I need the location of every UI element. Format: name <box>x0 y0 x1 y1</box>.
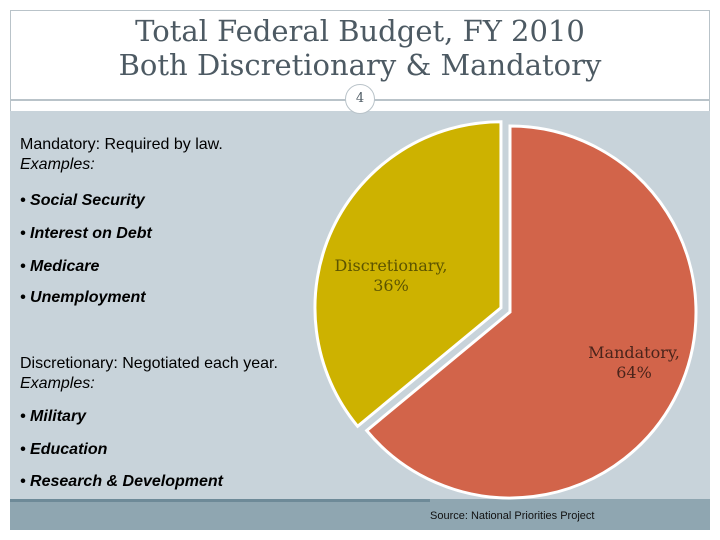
discretionary-item: • Research & Development <box>20 473 224 490</box>
mandatory-item: • Unemployment <box>20 289 146 306</box>
mandatory-heading: Mandatory: Required by law. <box>20 136 223 153</box>
mandatory-item: • Interest on Debt <box>20 225 152 242</box>
mandatory-examples-label: Examples: <box>20 156 95 173</box>
discretionary-item: • Education <box>20 441 108 458</box>
footer-divider <box>10 499 430 502</box>
title-line-1: Total Federal Budget, FY 2010 <box>135 14 585 48</box>
pie-slice-discretionary <box>313 120 503 429</box>
footer-bar <box>10 499 710 530</box>
source-note: Source: National Priorities Project <box>430 510 595 522</box>
page-number: 4 <box>345 84 375 114</box>
discretionary-examples-label: Examples: <box>20 375 95 392</box>
mandatory-item: • Medicare <box>20 258 100 275</box>
slide-title: Total Federal Budget, FY 2010 Both Discr… <box>0 14 720 82</box>
pie-slice-mandatory <box>364 124 698 500</box>
slice-percent-discretionary: 36% <box>373 276 409 295</box>
slice-label-mandatory: Mandatory, <box>588 343 680 362</box>
mandatory-item: • Social Security <box>20 192 145 209</box>
slice-label-discretionary: Discretionary, <box>335 256 448 275</box>
discretionary-heading: Discretionary: Negotiated each year. <box>20 355 278 372</box>
title-line-2: Both Discretionary & Mandatory <box>118 48 602 82</box>
discretionary-item: • Military <box>20 408 87 425</box>
slice-percent-mandatory: 64% <box>616 363 652 382</box>
